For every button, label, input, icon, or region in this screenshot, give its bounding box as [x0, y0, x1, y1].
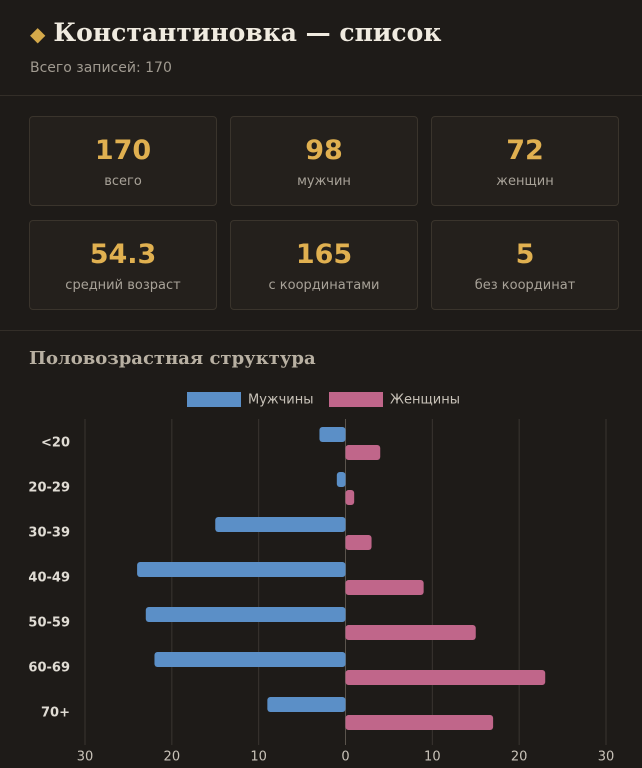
stat-card: 54.3 средний возраст [29, 220, 217, 310]
bar [145, 607, 346, 622]
stat-value: 170 [94, 135, 152, 166]
x-tick-label: 30 [598, 750, 615, 765]
bar [345, 670, 546, 685]
bar [345, 580, 424, 595]
bar [154, 652, 346, 667]
stats-grid: 170 всего 98 мужчин 72 женщин 54.3 средний возр… [29, 116, 619, 310]
x-tick-label: 20 [164, 750, 181, 765]
legend-swatch [329, 392, 383, 407]
title-text: Константиновка — список [53, 18, 442, 47]
stat-card: 98 мужчин [230, 116, 418, 206]
bar [336, 472, 346, 487]
stat-value: 165 [295, 239, 353, 270]
x-tick-label: 0 [341, 750, 349, 765]
stat-value: 98 [305, 135, 343, 166]
header: ◆ Константиновка — список Всего записей: … [0, 0, 642, 96]
stat-card: 165 с координатами [230, 220, 418, 310]
y-tick-label: 50-59 [28, 616, 70, 631]
stat-label: всего [104, 174, 142, 189]
x-tick-label: 10 [250, 750, 267, 765]
stat-card: 170 всего [29, 116, 217, 206]
x-tick-label: 20 [511, 750, 528, 765]
legend-label: Женщины [390, 393, 460, 408]
subtitle: Всего записей: 170 [30, 60, 172, 76]
stat-label: женщин [496, 174, 554, 189]
y-tick-label: 40-49 [28, 571, 70, 586]
chart-title: Половозрастная структура [29, 348, 316, 369]
y-tick-label: 30-39 [28, 526, 70, 541]
bar [137, 562, 346, 577]
x-tick-label: 30 [77, 750, 94, 765]
bar [215, 517, 346, 532]
y-tick-label: 70+ [41, 706, 70, 721]
chart: Половозрастная структура 30 20 10 0 10 20 30 Му… [28, 348, 615, 765]
bar [319, 427, 346, 442]
stat-label: средний возраст [65, 278, 181, 293]
stat-card: 72 женщин [431, 116, 619, 206]
bar [345, 625, 476, 640]
stat-value: 54.3 [89, 239, 157, 270]
stat-label: без координат [474, 278, 576, 293]
stat-value: 72 [506, 135, 544, 166]
legend-label: Мужчины [248, 393, 314, 408]
bar [345, 535, 372, 550]
bar [345, 490, 355, 505]
y-tick-label: <20 [41, 436, 70, 451]
stat-label: мужчин [297, 174, 351, 189]
bar [345, 715, 494, 730]
divider [0, 330, 642, 331]
y-tick-label: 20-29 [28, 481, 70, 496]
stat-card: 5 без координат [431, 220, 619, 310]
bar [267, 697, 346, 712]
y-tick-label: 60-69 [28, 661, 70, 676]
stat-value: 5 [515, 239, 535, 270]
x-tick-label: 10 [424, 750, 441, 765]
stat-label: с координатами [268, 278, 380, 293]
bar [345, 445, 381, 460]
legend-swatch [187, 392, 241, 407]
page-title: ◆ Константиновка — список [30, 18, 442, 47]
